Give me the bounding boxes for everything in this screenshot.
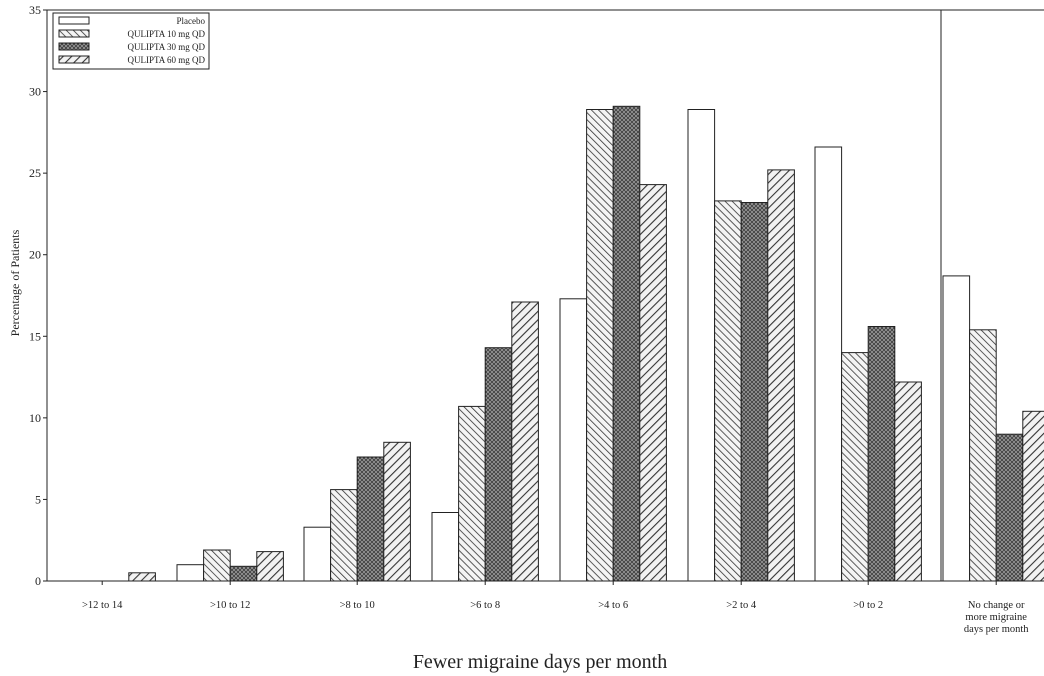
bar [484,347,513,582]
bar [356,456,385,582]
bar [714,200,742,582]
legend-swatch [58,55,90,64]
x-tick-label: more migraine [965,612,1027,623]
y-tick-label: 20 [29,248,41,262]
x-tick-label: >2 to 4 [726,600,757,611]
x-axis-label: Fewer migraine days per month [413,651,667,673]
bars-group [128,105,1044,582]
y-axis-label: Percentage of Patients [8,229,22,336]
legend-label: QULIPTA 30 mg QD [127,42,205,52]
x-tick-label: >6 to 8 [470,600,500,611]
x-tick-label: No change or [968,600,1025,611]
y-tick-label: 30 [29,85,41,99]
bar [176,564,205,582]
x-tick-label: >12 to 14 [82,600,123,611]
x-tick-label: days per month [964,624,1029,635]
bar [841,352,869,582]
bar [303,526,332,582]
y-tick-label: 15 [29,329,41,343]
x-tick-label: >8 to 10 [340,600,375,611]
bar [995,433,1024,582]
bar [229,565,258,582]
x-tick-label: >4 to 6 [598,600,628,611]
bar [687,109,716,582]
bar [586,109,614,582]
y-tick-label: 5 [35,492,41,506]
bar [559,298,588,582]
legend-label: Placebo [177,16,206,26]
bar [612,105,641,582]
legend-swatch [58,29,90,38]
x-tick-label: >10 to 12 [210,600,250,611]
x-tick-label: >0 to 2 [853,600,883,611]
bar [740,202,769,582]
bar [256,551,284,582]
bar [203,549,231,582]
y-tick-label: 25 [29,166,41,180]
bar [458,405,486,582]
legend-label: QULIPTA 60 mg QD [127,55,205,65]
bar [511,301,539,582]
legend: Placebo QULIPTA 10 mg QD QULIPTA 30 mg QD Q… [52,12,210,70]
bar [383,441,411,582]
legend-swatch [58,16,90,25]
bar [814,146,843,582]
ticks-group: 0 5 10 15 20 25 30 35 [29,3,47,588]
y-tick-label: 10 [29,411,41,425]
bar [639,184,667,582]
bar [128,572,156,582]
bar [431,512,460,582]
bar [894,381,922,582]
bar [330,489,358,582]
y-tick-label: 35 [29,3,41,17]
bar [1022,410,1044,582]
y-tick-label: 0 [35,574,41,588]
bar [942,275,971,582]
bar [767,169,795,582]
bar [867,326,896,582]
legend-swatch [58,42,90,51]
category-labels: >12 to 14 >10 to 12 >8 to 10 >6 to 8 >4 to 6… [82,581,1029,635]
bar [969,329,997,582]
legend-label: QULIPTA 10 mg QD [127,29,205,39]
